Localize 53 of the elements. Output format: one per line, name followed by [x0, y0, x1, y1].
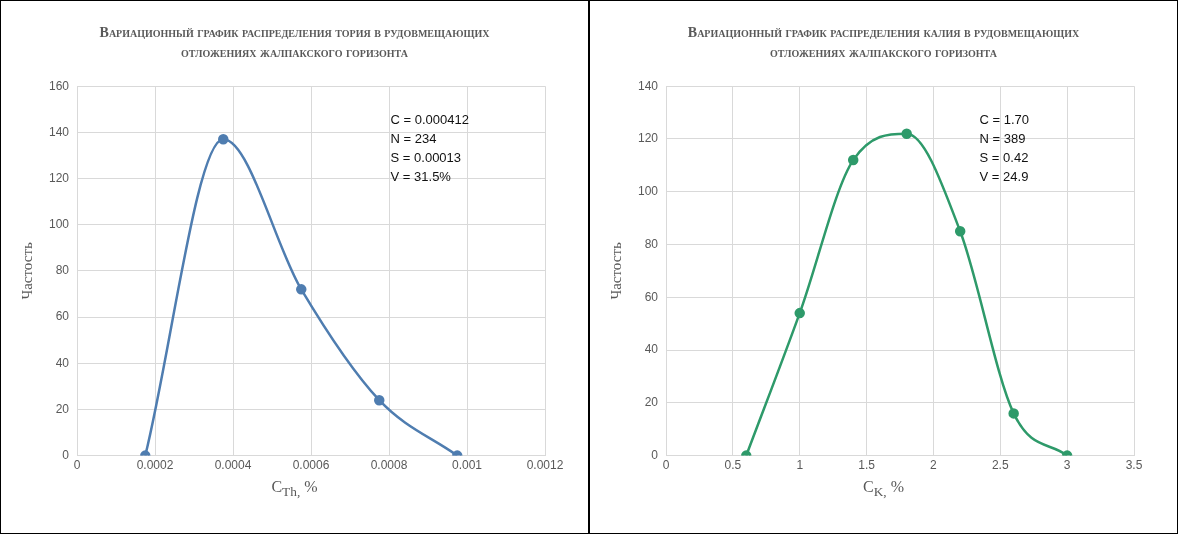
y-tick-label: 80 [644, 236, 658, 251]
x-tick-label: 0.5 [724, 458, 742, 473]
y-tick-label: 100 [48, 217, 69, 232]
x-axis-title: C$_{Th,}$ % [271, 478, 318, 501]
x-tick-label: 1.5 [857, 458, 875, 473]
y-tick-label: 20 [644, 395, 658, 410]
y-tick-label: 140 [637, 78, 658, 93]
x-tick-label: 0 [662, 458, 670, 473]
x-tick-label: 0.0004 [214, 458, 252, 473]
y-tick-label: 120 [637, 131, 658, 146]
x-tick-label: 0.001 [451, 458, 482, 473]
x-tick-label: 0.0002 [136, 458, 174, 473]
y-tick-label: 100 [637, 184, 658, 199]
annotation: S = 0.42 [979, 150, 1028, 166]
y-tick-label: 80 [55, 263, 69, 278]
point [373, 394, 385, 406]
point [793, 307, 805, 319]
y-tick-label: 0 [61, 447, 69, 462]
annotation: N = 389 [979, 131, 1025, 147]
point [900, 128, 912, 139]
y-tick-label: 140 [48, 124, 69, 139]
y-tick-label: 40 [644, 342, 658, 357]
chart-title: Вариационный график распределения калия в рудовмещающих отложениях жалпакского горизонта [686, 24, 1081, 62]
y-tick-label: 40 [55, 355, 69, 370]
chart-title: Вариационный график распределения тория в рудовмещающих отложениях жалпакского горизонта [98, 24, 491, 62]
y-tick-label: 0 [650, 447, 658, 462]
x-tick-label: 2.5 [991, 458, 1009, 473]
point [847, 154, 858, 166]
x-tick-label: 3 [1063, 458, 1071, 473]
point [217, 134, 229, 145]
x-axis-title: C$_{K,}$ % [863, 478, 904, 501]
annotation: V = 31.5% [390, 169, 451, 185]
y-tick-label: 60 [644, 289, 658, 304]
annotation: V = 24.9 [979, 169, 1028, 185]
y-axis-title: Частость [18, 242, 35, 300]
x-tick-label: 3.5 [1125, 458, 1143, 473]
annotation: N = 234 [390, 131, 436, 147]
x-tick-label: 2 [929, 458, 937, 473]
x-tick-label: 1 [795, 458, 803, 473]
y-tick-label: 160 [48, 78, 69, 93]
y-axis-title: Частость [607, 242, 624, 300]
point [295, 284, 307, 295]
annotation: C = 0.000412 [390, 112, 469, 128]
annotation: C = 1.70 [979, 112, 1029, 128]
y-tick-label: 120 [48, 170, 69, 185]
annotation: S = 0.00013 [390, 150, 461, 166]
x-tick-label: 0.0008 [370, 458, 408, 473]
point [954, 226, 965, 237]
y-tick-label: 60 [55, 309, 69, 324]
x-tick-label: 0.0006 [292, 458, 330, 473]
y-tick-label: 20 [55, 401, 69, 416]
x-tick-label: 0 [73, 458, 81, 473]
x-tick-label: 0.0012 [526, 458, 564, 473]
